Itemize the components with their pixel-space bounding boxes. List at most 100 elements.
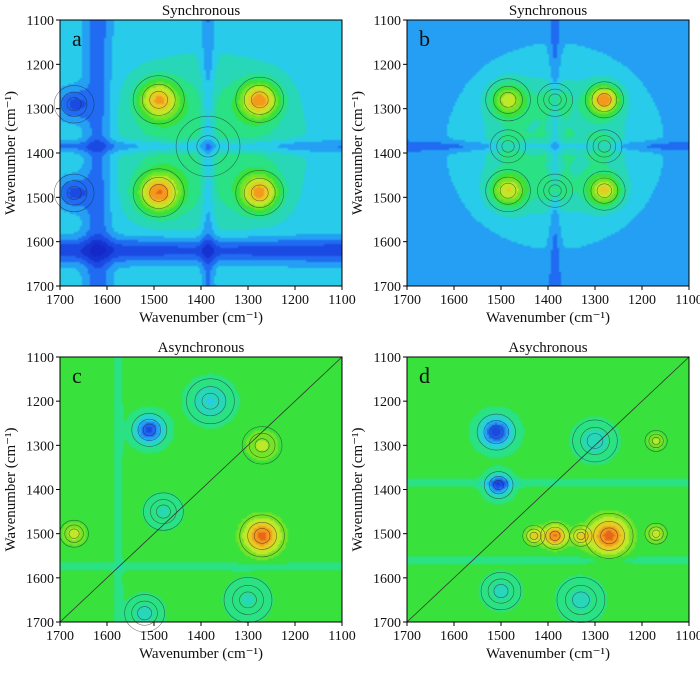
y-tick-label-d-3: 1400: [373, 484, 401, 499]
contour-c-4-1: [194, 386, 227, 417]
contour-b-7-2: [586, 129, 623, 164]
chart-panel-a: 1700 1600 1500 1400 1300 1200 1100 1100 1200 1300…: [3, 3, 356, 326]
contour-c-0-1: [247, 521, 277, 550]
contour-b-7-0: [597, 140, 611, 153]
y-tick-label-b-5: 1600: [373, 236, 401, 251]
y-tick-label-b-4: 1500: [373, 191, 401, 206]
contour-c-6-0: [239, 591, 257, 609]
y-tick-label-b-6: 1700: [373, 280, 401, 295]
contour-c-2-0: [68, 528, 80, 539]
x-tick-label-d-4: 1300: [581, 629, 609, 644]
y-tick-label-c-6: 1700: [26, 616, 54, 631]
y-tick-label-d-5: 1600: [373, 572, 401, 587]
contour-c-7-0: [156, 504, 171, 519]
x-tick-label-d-2: 1500: [487, 629, 515, 644]
diagonal-line-d: [406, 356, 690, 623]
x-tick-label-c-2: 1500: [140, 629, 168, 644]
contour-c-1-0: [142, 423, 156, 437]
y-tick-label-c-1: 1200: [26, 395, 54, 410]
contour-d-0-0: [600, 527, 618, 545]
panel-letter-c: c: [72, 363, 82, 388]
contour-d-8-1: [573, 528, 589, 543]
contour-a-4-2: [175, 115, 241, 177]
y-tick-label-c-5: 1600: [26, 572, 54, 587]
contour-d-8-2: [569, 525, 593, 547]
contour-b-2-1: [493, 176, 523, 205]
contour-d-7-2: [522, 525, 546, 547]
contour-d-3-1: [489, 476, 509, 495]
contour-a-0-1: [141, 83, 176, 116]
contour-d-10-1: [565, 585, 597, 615]
contour-b-1-2: [584, 81, 624, 119]
contour-a-3-1: [243, 177, 276, 208]
contour-a-0-0: [149, 90, 169, 109]
x-axis-label-c: Wavenumber (cm⁻¹): [139, 646, 263, 662]
y-tick-label-b-1: 1200: [373, 58, 401, 73]
y-tick-label-c-0: 1100: [27, 351, 54, 366]
contour-d-0-1: [593, 520, 625, 551]
x-tick-label-d-1: 1600: [440, 629, 468, 644]
contour-b-3-0: [596, 183, 613, 198]
contour-b-2-0: [499, 182, 517, 199]
y-axis-label-d: Wavenumber (cm⁻¹): [350, 427, 366, 551]
x-tick-label-b-3: 1400: [534, 293, 562, 308]
x-tick-label-a-4: 1300: [234, 293, 262, 308]
contour-d-9-1: [487, 578, 515, 604]
contour-a-1-2: [235, 76, 285, 123]
contour-b-5-1: [543, 179, 567, 202]
contour-b-0-0: [499, 92, 517, 108]
chart-title-c: Asynchronous: [158, 340, 245, 356]
y-axis-label-c: Wavenumber (cm⁻¹): [3, 427, 19, 551]
panel-letter-b: b: [419, 26, 430, 51]
contour-d-2-0: [489, 425, 504, 439]
contour-d-1-0: [549, 530, 561, 541]
contour-b-4-1: [543, 88, 567, 111]
y-tick-label-d-2: 1300: [373, 439, 401, 454]
x-tick-label-a-2: 1500: [140, 293, 168, 308]
contour-b-0-2: [485, 78, 531, 122]
contour-a-5-0: [66, 97, 82, 112]
x-tick-label-d-0: 1700: [393, 629, 421, 644]
contour-a-2-2: [132, 168, 185, 218]
contour-c-6-1: [232, 585, 264, 615]
contour-d-9-0: [493, 584, 509, 599]
x-tick-label-a-1: 1600: [93, 293, 121, 308]
y-tick-label-a-4: 1500: [26, 191, 54, 206]
x-tick-label-a-6: 1100: [328, 293, 355, 308]
x-tick-label-d-5: 1200: [628, 629, 656, 644]
contour-d-6-1: [648, 433, 664, 449]
y-tick-label-a-2: 1300: [26, 103, 54, 118]
chart-panel-b: 1700 1600 1500 1400 1300 1200 1100 1100 1200 1300…: [350, 3, 700, 326]
x-tick-label-b-6: 1100: [675, 293, 700, 308]
contour-b-5-0: [548, 184, 562, 197]
contour-d-6-0: [651, 436, 661, 445]
contour-d-3-2: [483, 471, 514, 499]
contour-c-0-0: [253, 528, 271, 544]
x-tick-label-c-4: 1300: [234, 629, 262, 644]
contour-c-4-2: [186, 378, 235, 424]
contour-c-3-1: [248, 432, 276, 458]
contour-c-5-1: [131, 600, 158, 626]
contour-d-3-0: [493, 480, 505, 491]
contour-c-7-2: [143, 492, 184, 531]
y-tick-label-c-4: 1500: [26, 528, 54, 543]
x-tick-label-c-6: 1100: [328, 629, 355, 644]
panel-letter-a: a: [72, 26, 82, 51]
contour-d-1-1: [545, 526, 565, 545]
x-tick-label-a-0: 1700: [46, 293, 74, 308]
contour-a-4-1: [187, 126, 230, 167]
contour-b-5-2: [537, 173, 573, 208]
contour-d-2-2: [476, 413, 516, 451]
y-tick-label-c-3: 1400: [26, 484, 54, 499]
contour-d-4-1: [580, 427, 610, 455]
y-tick-label-b-0: 1100: [374, 14, 401, 29]
contour-a-3-0: [250, 184, 269, 202]
contour-a-1-0: [250, 91, 269, 109]
chart-title-d: Asychronous: [508, 340, 587, 356]
chart-panel-d: 1700 1600 1500 1400 1300 1200 1100 1100 1200 1300…: [350, 340, 700, 662]
contour-d-7-0: [529, 531, 539, 540]
x-tick-label-d-6: 1100: [675, 629, 700, 644]
contour-d-2-1: [483, 420, 510, 445]
contour-c-4-0: [201, 392, 220, 410]
